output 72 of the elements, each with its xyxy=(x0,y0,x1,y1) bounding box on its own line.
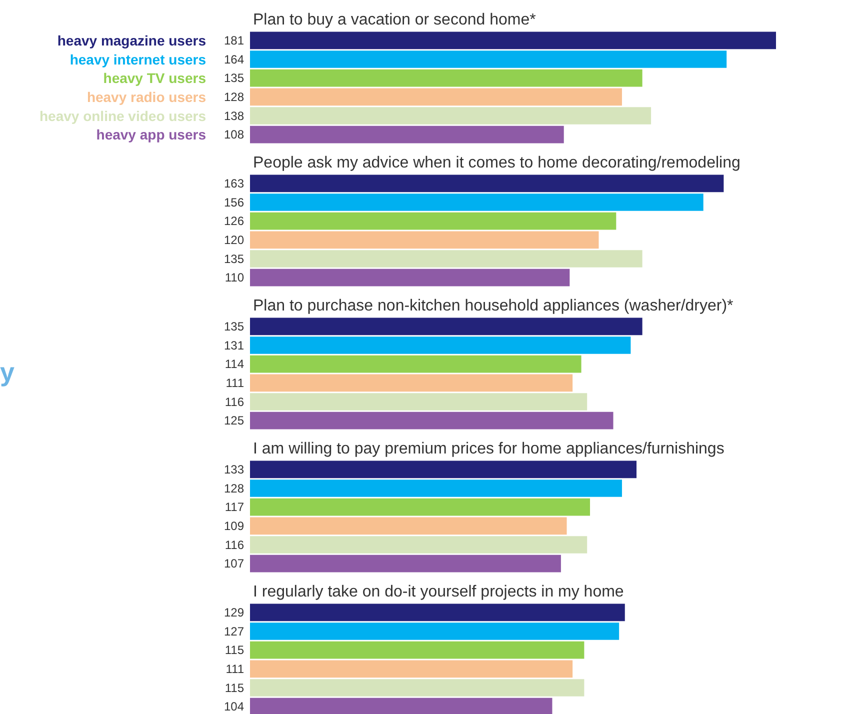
bar xyxy=(250,88,622,106)
data-label: 181 xyxy=(224,33,244,48)
data-label: 135 xyxy=(224,252,244,266)
bar xyxy=(250,604,625,622)
data-label: 128 xyxy=(224,481,244,496)
data-label: 110 xyxy=(224,270,244,285)
data-label: 156 xyxy=(224,195,244,210)
data-label: 120 xyxy=(224,232,244,247)
data-label: 164 xyxy=(224,52,244,66)
bar xyxy=(250,498,590,516)
bar xyxy=(250,641,584,659)
data-label: 114 xyxy=(224,357,244,372)
data-label: 109 xyxy=(224,518,244,533)
data-label: 138 xyxy=(224,108,244,123)
bar xyxy=(250,250,642,268)
y-tick-label: heavy internet users xyxy=(70,51,206,68)
data-label: 131 xyxy=(224,338,244,352)
y-tick-label: heavy radio users xyxy=(86,88,206,105)
bar xyxy=(250,231,599,249)
bar xyxy=(250,50,727,68)
text: y xyxy=(0,357,15,387)
bar xyxy=(250,318,642,336)
bar xyxy=(250,480,622,497)
bar xyxy=(250,412,614,430)
data-label: 116 xyxy=(224,394,244,409)
data-label: 104 xyxy=(224,700,244,714)
data-label: 115 xyxy=(224,680,244,695)
bar xyxy=(250,679,584,696)
data-label: 128 xyxy=(224,90,244,104)
bar xyxy=(250,698,552,714)
bar xyxy=(250,174,724,192)
data-label: 133 xyxy=(224,462,244,476)
bar xyxy=(250,460,637,478)
data-label: 135 xyxy=(224,319,244,334)
bar xyxy=(250,536,588,554)
data-label: 135 xyxy=(224,71,244,86)
bar xyxy=(250,660,573,678)
chart-title: Plan to purchase non-kitchen household appliances (washer/dryer)* xyxy=(253,298,734,314)
bar xyxy=(250,517,567,535)
data-label: 117 xyxy=(224,500,244,514)
bar xyxy=(250,32,776,50)
bar xyxy=(250,268,570,286)
chart-title: People ask my advice when it comes to home decorating/remodeling xyxy=(253,154,740,172)
data-label: 127 xyxy=(224,624,244,638)
data-label: 115 xyxy=(224,643,244,658)
data-label: 116 xyxy=(224,538,244,552)
bar xyxy=(250,554,561,572)
data-label: 111 xyxy=(226,662,244,676)
y-tick-label: heavy online video users xyxy=(39,108,206,124)
y-tick-label: heavy magazine users xyxy=(57,32,206,48)
y-tick-label: heavy app users xyxy=(96,126,206,143)
bar xyxy=(250,393,588,410)
bar xyxy=(250,107,652,124)
chart-title: I regularly take on do-it yourself projects in my home xyxy=(253,584,624,600)
chart-title: I am willing to pay premium prices for home appliances/furnishings xyxy=(253,440,724,458)
bar xyxy=(250,126,564,144)
bar xyxy=(250,69,642,87)
bar xyxy=(250,212,616,230)
data-label: 163 xyxy=(224,176,244,190)
data-label: 125 xyxy=(224,414,244,428)
bar xyxy=(250,194,704,211)
bar xyxy=(250,355,582,373)
data-label: 129 xyxy=(224,605,244,620)
data-label: 111 xyxy=(226,376,244,390)
data-label: 107 xyxy=(224,556,244,571)
bar xyxy=(250,374,573,392)
data-label: 126 xyxy=(224,214,244,228)
data-label: 108 xyxy=(224,128,244,142)
chart-title: Plan to buy a vacation or second home* xyxy=(253,12,536,28)
bar xyxy=(250,622,620,640)
bar xyxy=(250,336,631,354)
y-tick-label: heavy TV users xyxy=(103,70,206,86)
